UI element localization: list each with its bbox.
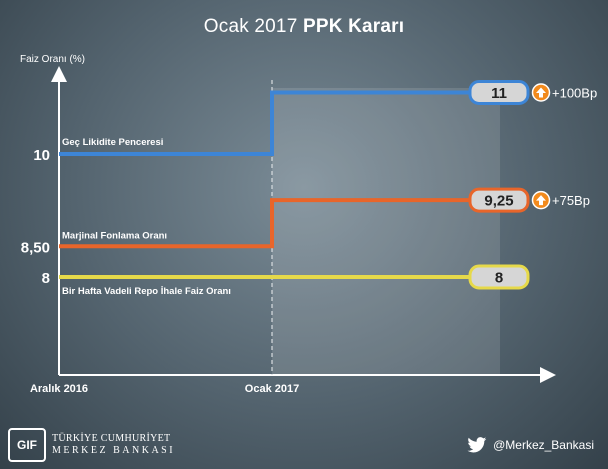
series-label: Bir Hafta Vadeli Repo İhale Faiz Oranı: [62, 286, 231, 297]
twitter-bird-icon: [467, 437, 487, 453]
change-label: +100Bp: [552, 86, 597, 101]
plot-area: 10 8,50 8 Aralık 2016 Ocak 2017 Geç Likidite …: [21, 80, 597, 395]
bank-emblem-icon: GIF: [8, 428, 46, 462]
series-line: [59, 198, 520, 249]
title-bold: PPK Kararı: [302, 16, 405, 37]
bank-logo: GIF TÜRKİYE CUMHURİYET MERKEZ BANKASI: [8, 428, 175, 462]
twitter-handle[interactable]: @Merkez_Bankasi: [467, 437, 594, 453]
series-line: [59, 90, 520, 156]
end-value-label: 11: [491, 85, 507, 102]
y-axis-label: Faiz Oranı (%): [20, 54, 85, 65]
title-plain: Ocak 2017: [203, 16, 298, 37]
y-tick-label: 8,50: [21, 239, 50, 256]
end-value-box: [468, 187, 530, 213]
logo-badge: GIF: [17, 438, 37, 452]
bank-name-line1: TÜRKİYE CUMHURİYET: [52, 433, 171, 444]
series-label: Geç Likidite Penceresi: [62, 137, 163, 148]
change-label: +75Bp: [552, 193, 590, 208]
end-value-label: 9,25: [484, 193, 513, 210]
end-value-box: [468, 80, 530, 105]
up-arrow-glyph: [536, 195, 546, 206]
bank-name-line2: MERKEZ BANKASI: [52, 445, 176, 456]
series-label: Marjinal Fonlama Oranı: [62, 230, 167, 241]
x-tick-label: Aralık 2016: [30, 383, 88, 395]
twitter-handle-text: @Merkez_Bankasi: [493, 438, 594, 452]
page-title: Ocak 2017 PPK Kararı: [0, 16, 608, 38]
end-value-box: [468, 264, 530, 290]
end-value-label: 8: [495, 270, 503, 287]
bank-name: TÜRKİYE CUMHURİYET MERKEZ BANKASI: [52, 433, 175, 457]
y-tick-label: 10: [33, 147, 50, 164]
up-arrow-glyph: [536, 87, 546, 98]
y-tick-label: 8: [42, 270, 50, 287]
x-tick-label: Ocak 2017: [245, 383, 299, 395]
post-decision-shading: [272, 88, 500, 375]
